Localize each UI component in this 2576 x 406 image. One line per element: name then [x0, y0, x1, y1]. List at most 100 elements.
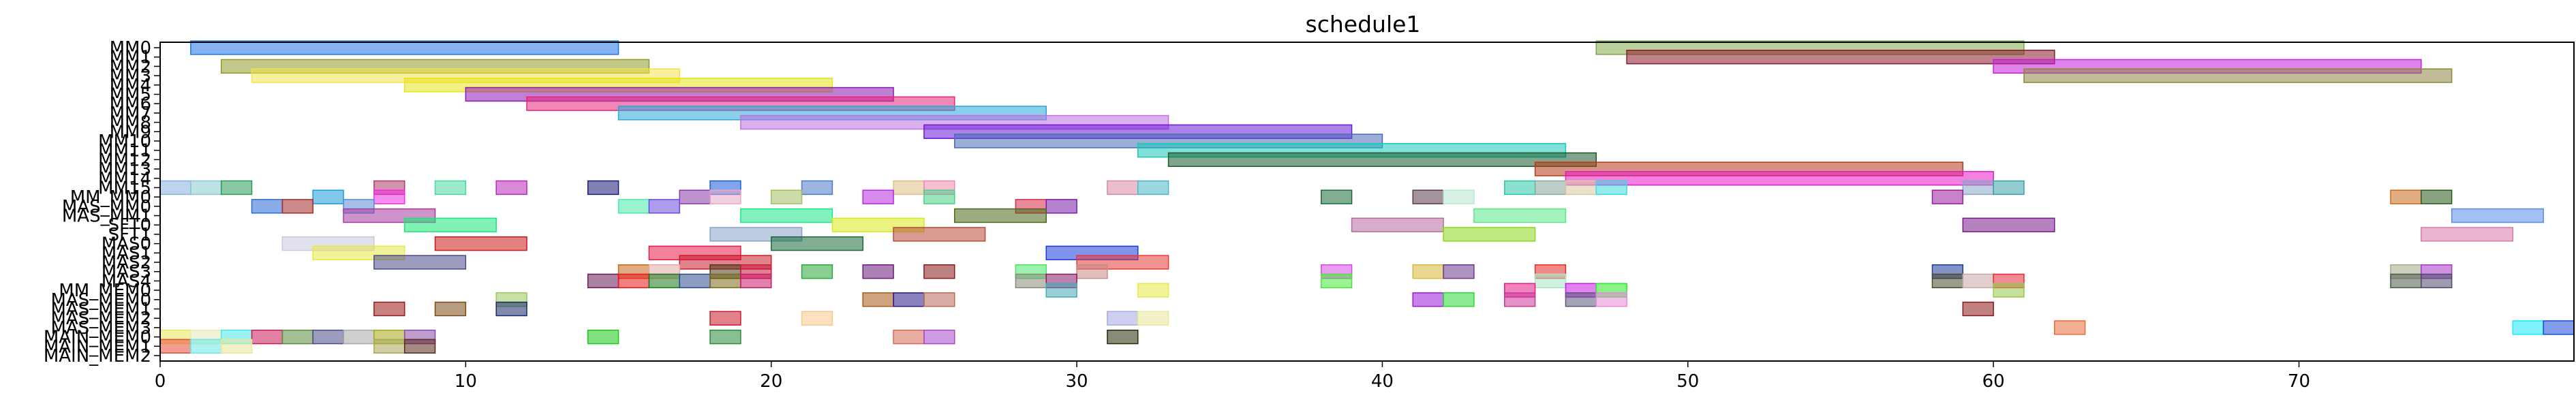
- gantt-bar-MAS_MM1-58: [740, 208, 833, 223]
- y-tick-label-MM7: MM7: [110, 104, 151, 124]
- gantt-bar-MM15-19: [190, 180, 222, 196]
- y-tick-label-MM2: MM2: [110, 57, 151, 77]
- gantt-bar-MAS3-90: [1443, 264, 1475, 279]
- y-tick-label-MAS_MM0: MAS_MM0: [62, 197, 151, 217]
- y-tick-label-MAIN_MEM2: MAIN_MEM2: [44, 346, 151, 366]
- gantt-bar-MAIN_MEM0-140: [281, 329, 313, 345]
- gantt-bar-MM12-15: [1167, 152, 1597, 168]
- gantt-bar-MAS3-87: [1076, 264, 1108, 279]
- x-tick-label-0: 0: [155, 371, 166, 392]
- gantt-bar-MAS4-103: [1320, 273, 1353, 289]
- gantt-bar-MM15-36: [1993, 180, 2025, 196]
- chart-title: schedule1: [1306, 11, 1421, 37]
- gantt-bar-MAIN_MEM0-146: [709, 329, 741, 345]
- x-tick-label-30: 30: [1066, 371, 1088, 392]
- gantt-bar-MAS4-101: [1015, 273, 1047, 289]
- y-tick-label-MAIN_MEM1: MAIN_MEM1: [44, 337, 151, 357]
- gantt-bar-MM_MM0-48: [2390, 189, 2422, 204]
- x-tick-label-70: 70: [2288, 371, 2310, 392]
- gantt-bar-MAS_MEM1-125: [373, 301, 405, 317]
- gantt-bar-MM15-27: [893, 180, 925, 196]
- y-tick-label-MAS_MEM3: MAS_MEM3: [50, 318, 151, 339]
- gantt-bar-MAS_MEM1-126: [434, 301, 467, 317]
- gantt-bar-MAS4-106: [1962, 273, 1994, 289]
- gantt-bar-MM15-26: [801, 180, 833, 196]
- gantt-bar-MAS_MEM1-127: [495, 301, 527, 317]
- gantt-bar-MAS4-98: [679, 273, 711, 289]
- y-tick-label-SFT1: SFT1: [108, 225, 151, 245]
- gantt-bar-MAS4-97: [648, 273, 680, 289]
- y-tick-label-MAS1: MAS1: [102, 243, 151, 264]
- y-tick-label-MM15: MM15: [98, 178, 151, 198]
- y-tick-label-MM9: MM9: [110, 122, 151, 142]
- gantt-bar-MAS_MEM2-131: [1107, 311, 1139, 326]
- gantt-bar-MAS_MEM0-123: [1565, 292, 1597, 307]
- y-tick-label-MAS_MEM1: MAS_MEM1: [50, 300, 151, 320]
- gantt-bar-MAIN_MEM1-151: [190, 339, 222, 354]
- gantt-bar-MM_MEM0-115: [1993, 283, 2025, 298]
- gantt-bar-MAIN_MEM0-149: [1107, 329, 1139, 345]
- gantt-bar-MM0-0: [190, 40, 619, 55]
- gantt-bar-MAS2-76: [373, 255, 467, 270]
- gantt-bar-MAS_MM0-54: [648, 199, 680, 214]
- gantt-bar-MAS3-89: [1412, 264, 1444, 279]
- gantt-bar-MAS_MEM2-132: [1137, 311, 1169, 326]
- gantt-bar-MM15-18: [159, 180, 191, 196]
- gantt-bar-MAS0-72: [770, 236, 863, 251]
- gantt-bar-MM_MEM0-111: [1137, 283, 1169, 298]
- y-tick-label-MAS3: MAS3: [102, 262, 151, 283]
- gantt-bar-MAS_MM0-51: [281, 199, 313, 214]
- gantt-bar-MM_MM0-37: [312, 189, 344, 204]
- x-tick-label-50: 50: [1676, 371, 1699, 392]
- y-tick-label-SFT0: SFT0: [108, 215, 151, 236]
- gantt-bar-MAIN_MEM0-148: [923, 329, 955, 345]
- x-tick-label-20: 20: [760, 371, 782, 392]
- gantt-bar-MM15-20: [220, 180, 253, 196]
- gantt-bar-MAS_MEM1-128: [1962, 301, 1994, 317]
- gantt-bar-SFT0-64: [1351, 217, 1444, 232]
- gantt-bar-MAS3-85: [923, 264, 955, 279]
- y-tick-label-MM12: MM12: [98, 150, 151, 170]
- gantt-bar-MAS_MM0-56: [1045, 199, 1077, 214]
- gantt-bar-MM_MM0-45: [1412, 189, 1444, 204]
- gantt-bar-MAIN_MEM0-141: [312, 329, 344, 345]
- gantt-bar-MAS3-83: [801, 264, 833, 279]
- gantt-bar-MAS_MEM0-117: [862, 292, 894, 307]
- y-tick-label-MAS_MEM0: MAS_MEM0: [50, 290, 151, 311]
- gantt-bar-MM15-22: [434, 180, 467, 196]
- y-tick-label-MM14: MM14: [98, 169, 151, 189]
- y-tick-label-MAS0: MAS0: [102, 234, 151, 255]
- y-tick-label-MM5: MM5: [110, 84, 151, 105]
- gantt-bar-MM_MM0-49: [2421, 189, 2453, 204]
- gantt-bar-MM14-17: [1565, 171, 1994, 186]
- gantt-bar-MAS_MEM2-130: [801, 311, 833, 326]
- gantt-bar-MAIN_MEM1-153: [373, 339, 405, 354]
- gantt-bar-MAS4-109: [2421, 273, 2453, 289]
- gantt-bar-MAS_MEM3-134: [2512, 320, 2544, 335]
- gantt-bar-MAIN_MEM0-147: [893, 329, 925, 345]
- y-tick-label-MM6: MM6: [110, 94, 151, 114]
- gantt-bar-MM_MM0-47: [1931, 189, 1964, 204]
- gantt-bar-MAS4-100: [740, 273, 772, 289]
- bars-layer: [159, 40, 2575, 354]
- gantt-bar-MAS_MEM0-118: [893, 292, 925, 307]
- gantt-bar-MM15-32: [1534, 180, 1567, 196]
- gantt-bar-MM15-23: [495, 180, 527, 196]
- gantt-bar-MAS4-95: [587, 273, 619, 289]
- gantt-bar-MAS_MEM0-121: [1443, 292, 1475, 307]
- gantt-bar-MAS_MM0-53: [617, 199, 650, 214]
- gantt-bar-MM_MM0-41: [770, 189, 803, 204]
- gantt-bar-MM15-35: [1962, 180, 1994, 196]
- gantt-bar-MAIN_MEM1-152: [220, 339, 253, 354]
- plot-frame: [159, 42, 2575, 362]
- gantt-bar-MAIN_MEM0-142: [343, 329, 375, 345]
- gantt-bar-MAS4-104: [1534, 273, 1567, 289]
- y-tick-label-MM11: MM11: [98, 141, 151, 161]
- gantt-bar-MAIN_MEM0-145: [587, 329, 619, 345]
- gantt-bar-MAS_MM1-60: [1473, 208, 1567, 223]
- gantt-bar-MAS4-99: [709, 273, 741, 289]
- gantt-bar-MAS3-84: [862, 264, 894, 279]
- gantt-bar-MAS_MEM0-122: [1504, 292, 1536, 307]
- gantt-bar-MAIN_MEM1-150: [159, 339, 191, 354]
